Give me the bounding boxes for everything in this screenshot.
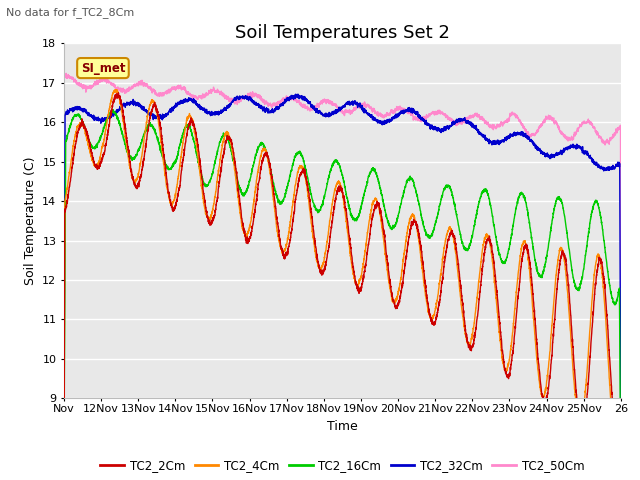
X-axis label: Time: Time bbox=[327, 420, 358, 432]
Title: Soil Temperatures Set 2: Soil Temperatures Set 2 bbox=[235, 24, 450, 42]
Text: No data for f_TC2_8Cm: No data for f_TC2_8Cm bbox=[6, 7, 134, 18]
Text: SI_met: SI_met bbox=[81, 61, 125, 74]
Legend: TC2_2Cm, TC2_4Cm, TC2_16Cm, TC2_32Cm, TC2_50Cm: TC2_2Cm, TC2_4Cm, TC2_16Cm, TC2_32Cm, TC… bbox=[95, 454, 589, 477]
Y-axis label: Soil Temperature (C): Soil Temperature (C) bbox=[24, 156, 36, 285]
